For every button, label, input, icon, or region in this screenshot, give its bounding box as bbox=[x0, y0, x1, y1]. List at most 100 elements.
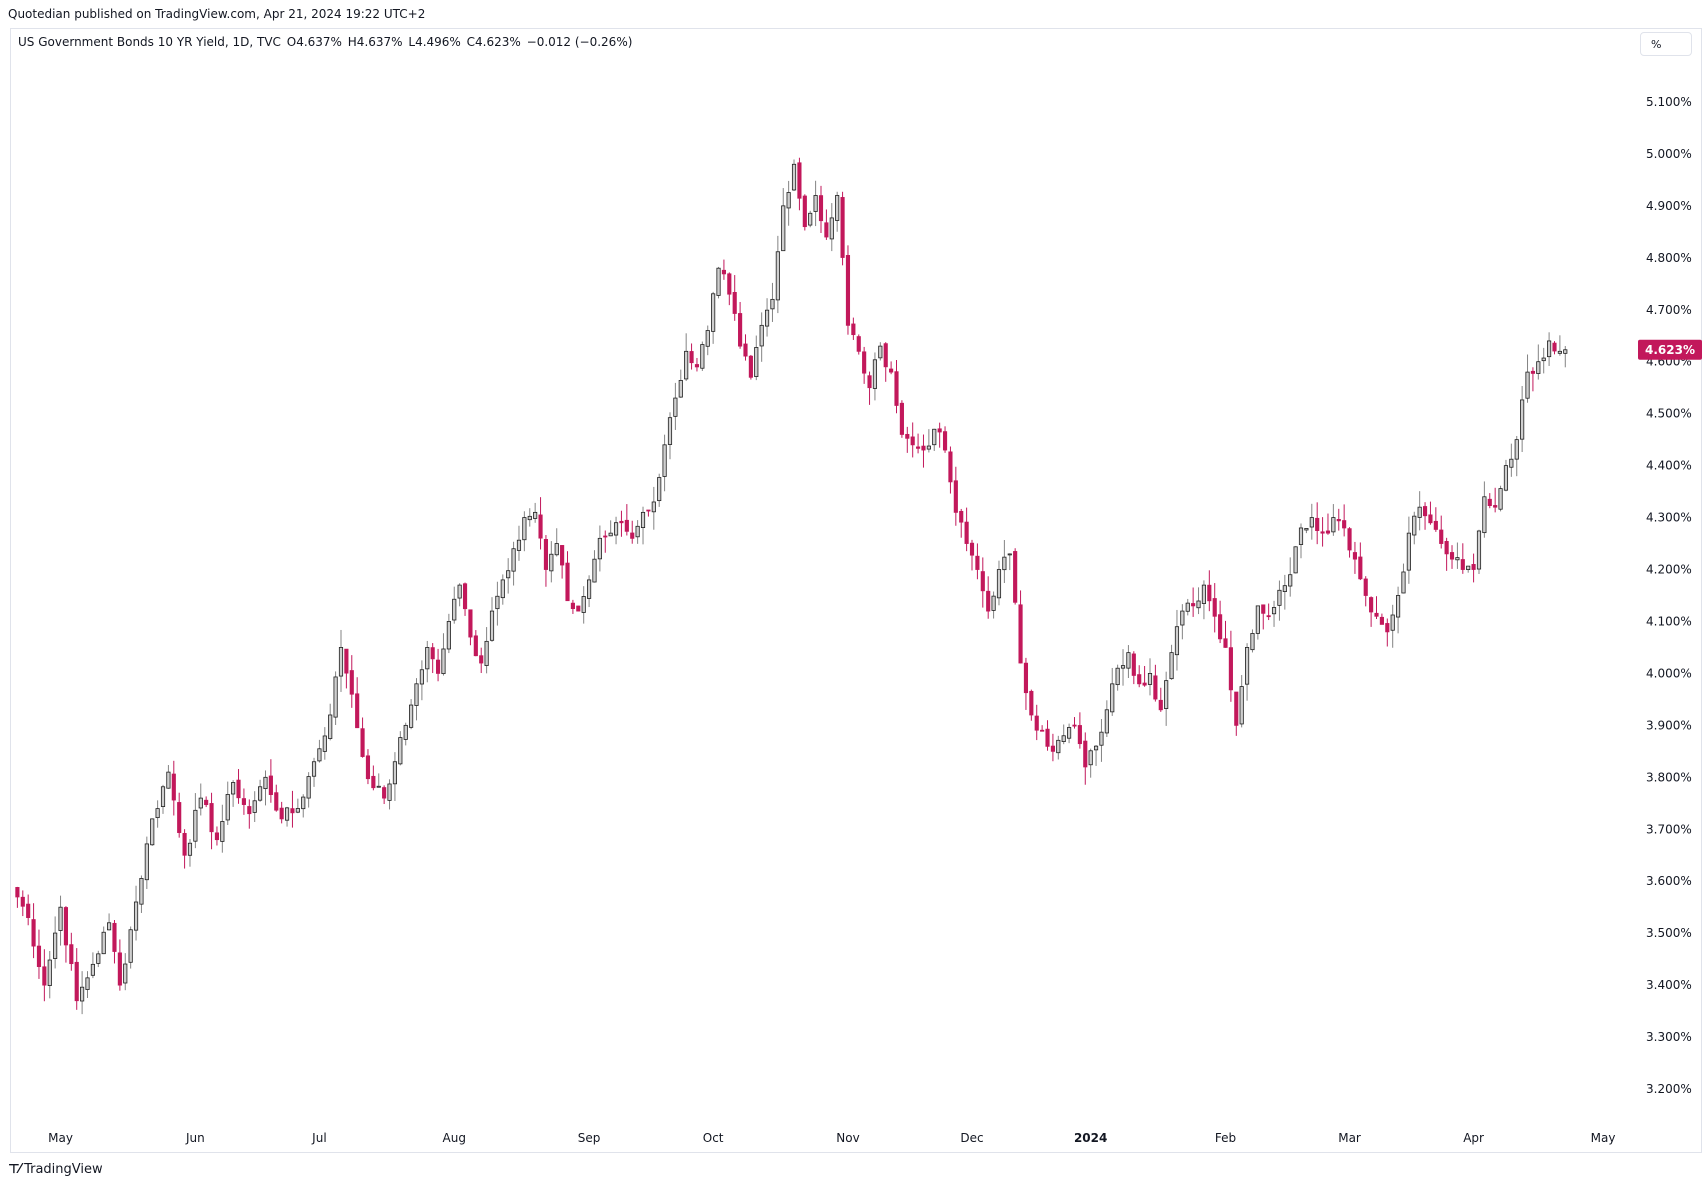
candle-body bbox=[1239, 686, 1244, 725]
candle-body bbox=[63, 907, 69, 946]
candle-body bbox=[355, 693, 360, 729]
symbol-name[interactable]: US Government Bonds 10 YR Yield, 1D, TVC bbox=[18, 35, 281, 49]
candle-body bbox=[516, 539, 522, 551]
candle-body bbox=[74, 961, 79, 1002]
candle-body bbox=[937, 428, 942, 433]
candle-body bbox=[1547, 340, 1552, 358]
candle-body bbox=[1228, 647, 1233, 691]
candle-body bbox=[1137, 674, 1142, 685]
candle-body bbox=[58, 906, 63, 931]
candle-body bbox=[263, 776, 268, 790]
candle-body bbox=[554, 543, 559, 556]
candle-body bbox=[1266, 615, 1271, 618]
candle-body bbox=[1374, 612, 1379, 617]
y-tick-label: 3.800% bbox=[1646, 770, 1692, 784]
candle-body bbox=[322, 735, 327, 752]
y-tick-label: 4.400% bbox=[1646, 459, 1692, 473]
candle-body bbox=[608, 532, 613, 537]
ohlc-high: H4.637% bbox=[347, 35, 403, 49]
candle-body bbox=[651, 501, 656, 513]
candle-body bbox=[964, 521, 969, 544]
candle-body bbox=[1428, 514, 1433, 524]
candle-body bbox=[1482, 496, 1487, 534]
chart-pane[interactable] bbox=[10, 28, 1702, 1153]
candle-body bbox=[177, 802, 182, 833]
x-tick-label: Sep bbox=[578, 1131, 601, 1145]
candle-body bbox=[1115, 667, 1120, 686]
candle-body bbox=[527, 515, 532, 521]
y-tick-label: 4.700% bbox=[1646, 303, 1692, 317]
candle-body bbox=[274, 792, 279, 811]
candle-body bbox=[1245, 647, 1250, 685]
candle-body bbox=[619, 520, 624, 524]
ohlc-open: O4.637% bbox=[286, 35, 342, 49]
candle-body bbox=[905, 433, 910, 439]
candle-body bbox=[128, 929, 133, 963]
candle-body bbox=[20, 896, 25, 907]
candle-body bbox=[1396, 595, 1401, 618]
candle-body bbox=[511, 548, 516, 572]
candle-body bbox=[1530, 370, 1535, 374]
candle-body bbox=[403, 724, 408, 740]
candle-body bbox=[624, 519, 629, 532]
candle-body bbox=[419, 669, 424, 685]
candle-body bbox=[42, 966, 47, 986]
candle-body bbox=[306, 776, 311, 799]
candle-body bbox=[1412, 515, 1417, 536]
candle-body bbox=[311, 761, 317, 777]
candle-body bbox=[117, 952, 122, 986]
candle-body bbox=[85, 977, 90, 990]
candle-body bbox=[980, 571, 985, 592]
candle-body bbox=[748, 355, 753, 378]
candle-body bbox=[392, 761, 397, 785]
candle-body bbox=[996, 569, 1002, 599]
candle-body bbox=[1331, 517, 1336, 533]
candle-body bbox=[241, 798, 246, 805]
candle-body bbox=[1218, 614, 1223, 640]
candle-body bbox=[1201, 584, 1206, 604]
candle-body bbox=[1255, 605, 1260, 634]
candle-body bbox=[1191, 603, 1196, 607]
candle-body bbox=[1120, 665, 1126, 669]
x-tick-label: Mar bbox=[1338, 1131, 1361, 1145]
candle-body bbox=[398, 737, 403, 765]
candle-body bbox=[818, 195, 824, 222]
candle-body bbox=[872, 359, 878, 389]
candle-body bbox=[673, 397, 678, 417]
last-price-label: 4.623% bbox=[1645, 343, 1695, 357]
candle-body bbox=[894, 371, 899, 406]
y-tick-label: 4.900% bbox=[1646, 199, 1692, 213]
candle-body bbox=[1309, 517, 1314, 528]
candle-body bbox=[1013, 551, 1018, 603]
candle-body bbox=[926, 445, 931, 450]
tradingview-logo-icon: ⊤⁄ bbox=[8, 1162, 21, 1177]
candle-body bbox=[1342, 520, 1347, 529]
candle-body bbox=[705, 330, 710, 347]
x-tick-label: Dec bbox=[960, 1131, 983, 1145]
y-tick-label: 3.200% bbox=[1646, 1082, 1692, 1096]
candle-body bbox=[1422, 506, 1428, 517]
x-tick-label: May bbox=[1591, 1131, 1616, 1145]
y-tick-label: 3.600% bbox=[1646, 874, 1692, 888]
candle-body bbox=[338, 647, 344, 677]
ohlc-change: −0.012 (−0.26%) bbox=[526, 35, 633, 49]
tradingview-footer[interactable]: ⊤⁄ TradingView bbox=[8, 1162, 103, 1177]
candle-body bbox=[80, 986, 85, 1002]
candle-body bbox=[1099, 731, 1104, 746]
candle-body bbox=[247, 806, 252, 815]
candle-body bbox=[667, 417, 673, 445]
candle-body bbox=[889, 368, 894, 373]
candle-body bbox=[53, 932, 58, 959]
candle-body bbox=[1444, 541, 1449, 555]
candle-body bbox=[986, 590, 991, 612]
candle-body bbox=[1433, 520, 1438, 530]
candle-body bbox=[430, 647, 435, 660]
candle-body bbox=[1466, 565, 1471, 571]
candle-body bbox=[495, 595, 500, 610]
candle-body bbox=[1196, 600, 1201, 609]
y-tick-label: 4.000% bbox=[1646, 666, 1692, 680]
candle-body bbox=[1520, 399, 1525, 440]
candle-body bbox=[1050, 745, 1055, 752]
candle-body bbox=[975, 555, 980, 570]
unit-button[interactable]: % bbox=[1640, 32, 1692, 56]
